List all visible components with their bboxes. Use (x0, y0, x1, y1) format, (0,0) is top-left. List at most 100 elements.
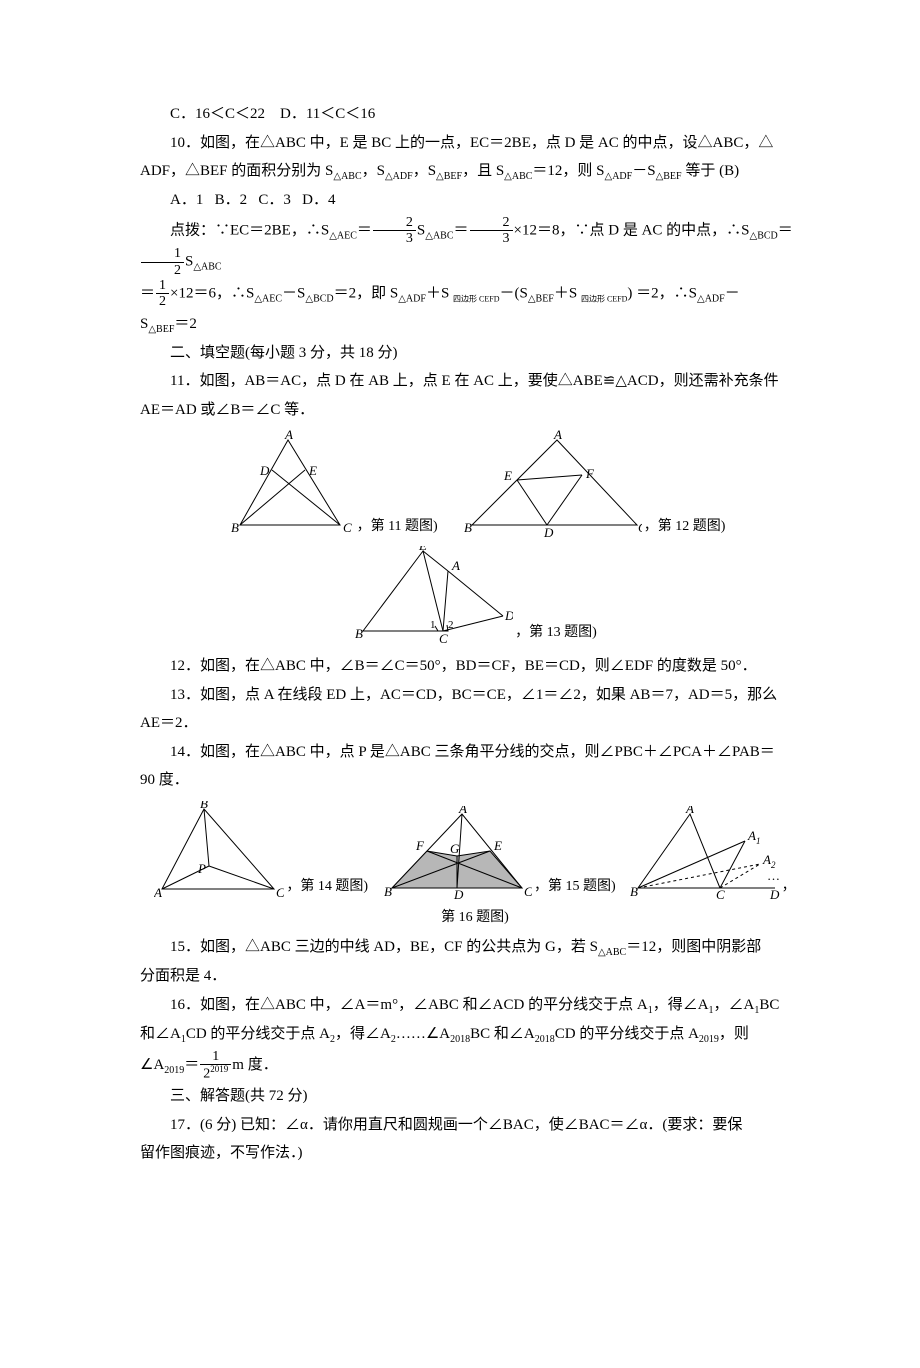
q14-a: 14．如图，在△ABC 中，点 P 是△ABC 三条角平分线的交点，则∠PBC＋… (140, 738, 810, 767)
q10-stem-e: ，且 S (462, 163, 504, 179)
q16-frac: 122019 (200, 1049, 231, 1082)
q16-l3a: ∠A (140, 1057, 164, 1073)
q16-j: CD 的平分线交于点 A (555, 1026, 699, 1042)
figure-15: A B C D F E G ，第 15 题图) (382, 806, 616, 901)
q10-ex-b: ＝ (357, 222, 372, 238)
q10-stem-g: －S (632, 163, 655, 179)
figure-16-trailing-comma: ， (782, 874, 796, 901)
figure-15-svg: A B C D F E G (382, 806, 532, 901)
fig12-C: C (638, 520, 642, 535)
figure-13: E A B C D 1 2 ，第 13 题图) (353, 546, 597, 646)
q10-ex-l2h: ) ＝2，∴S (627, 285, 697, 301)
figure-13-caption: ，第 13 题图) (515, 620, 597, 647)
figure-11-caption: ，第 11 题图) (357, 514, 438, 541)
q10-ex-sub7: △ADF (398, 293, 426, 304)
q11-a: 11．如图，AB＝AC，点 D 在 AB 上，点 E 在 AC 上，要使△ABE… (140, 367, 810, 396)
q15-b: ＝12，则图中阴影部 (626, 939, 761, 955)
q10-sub6: △BEF (656, 171, 682, 182)
q10-stem-d: ，S (413, 163, 436, 179)
q16-h: ……∠A (396, 1026, 450, 1042)
q9-optC: C．16＜C＜22 (170, 106, 265, 122)
q10-optC: C．3 (258, 192, 291, 208)
fig15-E: E (493, 838, 502, 853)
q10-ex-l2b: ×12＝6，∴S (170, 285, 254, 301)
q10-ex-l2g: ＋S (554, 285, 581, 301)
q16-c: ，∠A (714, 997, 755, 1013)
figure-16-svg: A B C D A1 A2 … (630, 806, 780, 901)
q10-sub5: △ADF (605, 171, 633, 182)
q16-i: BC 和∠A (470, 1026, 535, 1042)
figure-row-11-12: A D E B C ，第 11 题图) A E F B D C (140, 430, 810, 540)
fig13-E: E (418, 546, 427, 553)
q10-ex-a: 点拨：∵EC＝2BE，∴S (170, 222, 329, 238)
q15-sub: △ABC (598, 947, 626, 958)
fig12-B: B (464, 520, 472, 535)
q16-s9: 2019 (699, 1034, 719, 1045)
q10-ex-sub11: △ADF (697, 293, 725, 304)
figure-12-svg: A E F B D C (462, 430, 642, 540)
q13-b: AE＝2． (140, 709, 810, 738)
q16-frac-d-b: 2019 (210, 1064, 228, 1074)
q16-s10: 2019 (164, 1065, 184, 1076)
figure-14: B A C P ，第 14 题图) (154, 801, 368, 901)
q17-a: 17．(6 分) 已知：∠α．请你用直尺和圆规画一个∠BAC，使∠BAC＝∠α．… (140, 1111, 810, 1140)
fig11-B: B (231, 520, 239, 535)
fig12-E: E (503, 468, 512, 483)
q11-b: AE＝AD 或∠B＝∠C 等． (140, 396, 810, 425)
q16-frac-d: 22019 (200, 1065, 231, 1082)
fig14-P: P (197, 861, 206, 876)
q10-options: A．1 B．2 C．3 D．4 (140, 186, 810, 215)
q10-frac1-d: 3 (373, 231, 416, 246)
fig12-D: D (543, 525, 554, 540)
q10-frac4-d: 2 (156, 294, 169, 309)
figure-16: A B C D A1 A2 … ， (630, 806, 796, 901)
q10-frac2-d: 3 (470, 231, 513, 246)
fig13-A: A (451, 558, 460, 573)
figure-14-caption: ，第 14 题图) (286, 874, 368, 901)
q16-a: 16．如图，在△ABC 中，∠A＝m°，∠ABC 和∠ACD 的平分线交于点 A (170, 997, 648, 1013)
q10-frac3: 12 (141, 246, 184, 278)
q10-stem-line2: ADF，△BEF 的面积分别为 S△ABC，S△ADF，S△BEF，且 S△AB… (140, 157, 810, 186)
fig13-B: B (355, 626, 363, 641)
figure-13-svg: E A B C D 1 2 (353, 546, 513, 646)
q16-f: CD 的平分线交于点 A (186, 1026, 330, 1042)
q10-ex-sub2: △ABC (425, 230, 453, 241)
q10-ex-sub9: △BEF (528, 293, 554, 304)
fig15-G: G (450, 841, 460, 856)
figure-11: A D E B C ，第 11 题图) (225, 430, 438, 540)
q10-ex-l2i: － (725, 285, 740, 301)
q10-stem-h: 等于 (B) (682, 163, 740, 179)
q10-ex-l2e: ＋S (426, 285, 453, 301)
q14-b: 90 度． (140, 766, 810, 795)
fig15-B: B (384, 884, 392, 899)
q10-ex-l2d: ＝2，即 S (334, 285, 399, 301)
q10-ex-l2a: ＝ (140, 285, 155, 301)
fig14-B: B (200, 801, 208, 811)
fig16-A1: A (747, 828, 756, 843)
fig16-A: A (685, 806, 694, 816)
fig16-dots: … (767, 868, 780, 883)
figure-row-13: E A B C D 1 2 ，第 13 题图) (140, 546, 810, 646)
q10-stem-b: ADF，△BEF 的面积分别为 S (140, 163, 333, 179)
q10-frac2-n: 2 (470, 215, 513, 231)
q10-ex-l2c: －S (282, 285, 305, 301)
fig15-A: A (458, 806, 467, 816)
q10-sub1: △ABC (333, 171, 361, 182)
q15-line1: 15．如图，△ABC 三边的中线 AD，BE，CF 的公共点为 G，若 S△AB… (140, 933, 810, 962)
figure-11-svg: A D E B C (225, 430, 355, 540)
q10-sub2: △ADF (385, 171, 413, 182)
q10-ex-c: S (417, 222, 425, 238)
q10-expl-line2: ＝12×12＝6，∴S△AEC－S△BCD＝2，即 S△ADF＋S 四边形 CE… (140, 278, 810, 310)
q16-d: BC (759, 997, 779, 1013)
q10-frac1: 23 (373, 215, 416, 247)
fig11-D: D (259, 463, 270, 478)
figure-row-14-16: B A C P ，第 14 题图) A B C D F (140, 801, 810, 901)
q10-stem-line1: 10．如图，在△ABC 中，E 是 BC 上的一点，EC＝2BE，点 D 是 A… (140, 129, 810, 158)
q10-stem-f: ＝12，则 S (532, 163, 604, 179)
fig12-A: A (553, 430, 562, 442)
q10-ex-e: ×12＝8，∵点 D 是 AC 的中点，∴S (514, 222, 750, 238)
q16-line3: ∠A2019＝122019m 度． (140, 1049, 810, 1082)
figure-12-caption: ，第 12 题图) (644, 514, 726, 541)
q10-sub3: △BEF (436, 171, 462, 182)
q16-s7: 2018 (450, 1034, 470, 1045)
